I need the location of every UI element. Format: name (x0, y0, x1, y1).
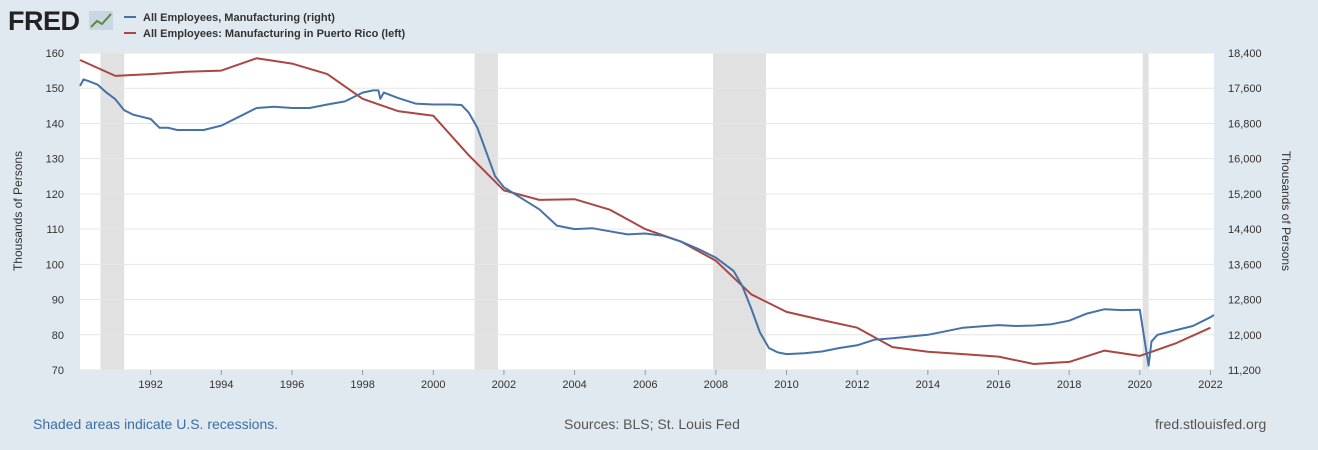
legend-label: All Employees: Manufacturing in Puerto R… (143, 28, 406, 40)
left-tick-label: 90 (52, 295, 64, 307)
recession-band (474, 53, 498, 370)
series-line-puerto-rico (79, 57, 1211, 365)
left-tick-label: 160 (46, 48, 64, 60)
x-tick-label: 2012 (845, 379, 869, 391)
right-tick-label: 14,400 (1228, 224, 1262, 236)
x-tick-label: 1996 (280, 379, 304, 391)
x-tick-label: 2008 (704, 379, 728, 391)
legend-label: All Employees, Manufacturing (right) (143, 12, 335, 24)
recession-band (1142, 53, 1149, 370)
legend-item-us-manufacturing[interactable]: All Employees, Manufacturing (right) (124, 12, 335, 24)
right-tick-label: 17,600 (1228, 83, 1262, 95)
x-tick-label: 2004 (562, 379, 586, 391)
legend-item-puerto-rico-manufacturing[interactable]: All Employees: Manufacturing in Puerto R… (124, 28, 405, 40)
x-tick-label: 2006 (633, 379, 657, 391)
left-tick-label: 70 (52, 365, 64, 377)
right-tick-label: 15,200 (1228, 189, 1262, 201)
site-url[interactable]: fred.stlouisfed.org (1155, 416, 1267, 432)
left-tick-label: 100 (46, 259, 64, 271)
left-tick-label: 150 (46, 83, 64, 95)
plot-area (80, 53, 1214, 370)
x-tick-label: 1998 (350, 379, 374, 391)
x-tick-label: 2016 (986, 379, 1010, 391)
legend-swatch-red (124, 32, 136, 35)
left-tick-label: 110 (46, 224, 64, 236)
left-tick-label: 80 (52, 330, 64, 342)
x-tick-label: 2014 (916, 379, 940, 391)
right-tick-label: 12,000 (1228, 330, 1262, 342)
source-text: Sources: BLS; St. Louis Fed (564, 416, 740, 432)
x-tick-label: 1992 (138, 379, 162, 391)
recession-band (713, 53, 767, 370)
x-tick-label: 2000 (421, 379, 445, 391)
right-axis-label: Thousands of Persons (1279, 151, 1293, 271)
right-tick-label: 16,800 (1228, 118, 1262, 130)
right-tick-label: 16,000 (1228, 154, 1262, 166)
recession-note-link[interactable]: Shaded areas indicate U.S. recessions. (33, 416, 279, 432)
right-tick-label: 12,800 (1228, 295, 1262, 307)
x-tick-label: 2020 (1128, 379, 1152, 391)
recession-band (100, 53, 125, 370)
fred-logo: FRED (8, 6, 80, 36)
line-chart[interactable]: 70 11,200 80 12,000 90 12,800 100 13,600 110 14,4… (0, 0, 1318, 410)
x-tick-label: 2002 (492, 379, 516, 391)
x-tick-label: 2022 (1198, 379, 1222, 391)
series-line-us-manufacturing (79, 78, 1215, 367)
left-tick-label: 140 (46, 118, 64, 130)
legend-swatch-blue (124, 16, 136, 19)
right-tick-label: 13,600 (1228, 259, 1262, 271)
x-tick-label: 1994 (209, 379, 233, 391)
trend-line-icon (89, 11, 113, 30)
left-tick-label: 120 (46, 189, 64, 201)
x-tick-label: 2018 (1057, 379, 1081, 391)
left-axis-label: Thousands of Persons (11, 151, 25, 271)
x-tick-label: 2010 (774, 379, 798, 391)
right-tick-label: 11,200 (1228, 365, 1261, 377)
right-tick-label: 18,400 (1228, 48, 1262, 60)
left-tick-label: 130 (46, 154, 64, 166)
